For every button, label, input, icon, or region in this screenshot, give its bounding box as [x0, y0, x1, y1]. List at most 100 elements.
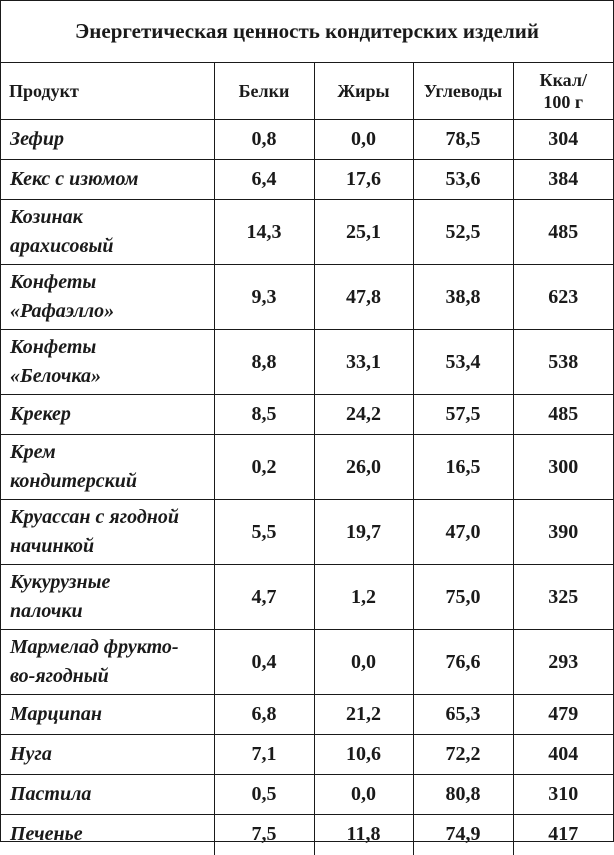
- product-name: Мармелад фрукто-во-ягодный: [1, 629, 215, 695]
- kcal-cell: 325: [512, 564, 613, 630]
- fat-cell: 47,8: [313, 264, 414, 330]
- product-name-line2: «Рафаэлло»: [10, 300, 115, 322]
- carbs-cell: 65,3: [412, 694, 514, 735]
- product-name-line2: начинкой: [10, 535, 95, 557]
- kcal-cell: 538: [512, 329, 613, 395]
- table-row: Зефир 0,8 0,0 78,5 304: [1, 119, 613, 160]
- kcal-cell: 310: [512, 774, 613, 815]
- kcal-cell: 485: [512, 394, 613, 435]
- fat-cell: 33,1: [313, 329, 414, 395]
- fat-cell: 0,0: [313, 774, 414, 815]
- protein-cell: 6,8: [213, 694, 315, 735]
- table-row: Крекер 8,5 24,2 57,5 485: [1, 394, 613, 435]
- fat-cell: 1,2: [313, 564, 414, 630]
- table-row: Крем кондитерский 0,2 26,0 16,5 300: [1, 434, 613, 500]
- fat-cell: 19,7: [313, 499, 414, 565]
- header-product: Продукт: [1, 63, 215, 120]
- protein-cell: 5,5: [213, 499, 315, 565]
- carbs-cell: 80,8: [412, 774, 514, 815]
- carbs-cell: 78,5: [412, 119, 514, 160]
- protein-cell: 0,5: [213, 774, 315, 815]
- product-name-line2: кондитерский: [10, 470, 137, 492]
- carbs-cell: 53,6: [412, 159, 514, 200]
- kcal-cell: 479: [512, 694, 613, 735]
- product-name-line2: «Белочка»: [10, 365, 101, 387]
- kcal-cell: 304: [512, 119, 613, 160]
- protein-cell: 0,8: [213, 119, 315, 160]
- product-name: Крем кондитерский: [1, 434, 215, 500]
- product-name: Кукурузные палочки: [1, 564, 215, 630]
- table-title: Энергетическая ценность кондитерских изд…: [1, 1, 613, 63]
- header-kcal: Ккал/100 г: [512, 63, 613, 120]
- header-kcal-line2: 100 г: [543, 92, 584, 112]
- table-row: Козинак арахисовый 14,3 25,1 52,5 485: [1, 199, 613, 265]
- carbs-cell: 72,2: [412, 734, 514, 775]
- header-protein: Белки: [213, 63, 315, 120]
- table-row: Мармелад фрукто-во-ягодный 0,4 0,0 76,6 …: [1, 629, 613, 695]
- table-row: Кукурузные палочки 4,7 1,2 75,0 325: [1, 564, 613, 630]
- protein-cell: 6,4: [213, 159, 315, 200]
- table-row: Пастила 0,5 0,0 80,8 310: [1, 774, 613, 815]
- fat-cell: 0,0: [313, 119, 414, 160]
- fat-cell: 11,8: [313, 814, 414, 855]
- carbs-cell: 16,5: [412, 434, 514, 500]
- protein-cell: 0,4: [213, 629, 315, 695]
- kcal-cell: 623: [512, 264, 613, 330]
- header-fat: Жиры: [313, 63, 414, 120]
- protein-cell: 7,1: [213, 734, 315, 775]
- product-name-line2: палочки: [10, 600, 83, 622]
- table-row: Нуга 7,1 10,6 72,2 404: [1, 734, 613, 775]
- carbs-cell: 38,8: [412, 264, 514, 330]
- protein-cell: 8,8: [213, 329, 315, 395]
- product-name: Крекер: [1, 394, 215, 435]
- carbs-cell: 76,6: [412, 629, 514, 695]
- kcal-cell: 404: [512, 734, 613, 775]
- kcal-cell: 293: [512, 629, 613, 695]
- product-name: Кекс с изюмом: [1, 159, 215, 200]
- product-name: Конфеты «Белочка»: [1, 329, 215, 395]
- table-row: Конфеты «Рафаэлло» 9,3 47,8 38,8 623: [1, 264, 613, 330]
- product-name: Конфеты «Рафаэлло»: [1, 264, 215, 330]
- table-row: Марципан 6,8 21,2 65,3 479: [1, 694, 613, 735]
- fat-cell: 0,0: [313, 629, 414, 695]
- product-name-line1: Козинак: [10, 206, 83, 228]
- product-name: Зефир: [1, 119, 215, 160]
- nutrition-table: Продукт Белки Жиры Углеводы Ккал/100 г З…: [1, 63, 613, 855]
- product-name: Козинак арахисовый: [1, 199, 215, 265]
- protein-cell: 14,3: [213, 199, 315, 265]
- protein-cell: 9,3: [213, 264, 315, 330]
- carbs-cell: 74,9: [412, 814, 514, 855]
- table-row: Конфеты «Белочка» 8,8 33,1 53,4 538: [1, 329, 613, 395]
- fat-cell: 24,2: [313, 394, 414, 435]
- carbs-cell: 53,4: [412, 329, 514, 395]
- fat-cell: 10,6: [313, 734, 414, 775]
- protein-cell: 0,2: [213, 434, 315, 500]
- table-row: Кекс с изюмом 6,4 17,6 53,6 384: [1, 159, 613, 200]
- kcal-cell: 384: [512, 159, 613, 200]
- product-name-line1: Круассан с ягодной: [10, 506, 179, 528]
- product-name-line1: Конфеты: [10, 271, 97, 293]
- product-name: Печенье: [1, 814, 215, 855]
- fat-cell: 17,6: [313, 159, 414, 200]
- product-name: Пастила: [1, 774, 215, 815]
- carbs-cell: 57,5: [412, 394, 514, 435]
- fat-cell: 26,0: [313, 434, 414, 500]
- protein-cell: 4,7: [213, 564, 315, 630]
- product-name-line1: Кукурузные: [10, 571, 111, 593]
- protein-cell: 7,5: [213, 814, 315, 855]
- product-name-line1: Конфеты: [10, 336, 97, 358]
- kcal-cell: 417: [512, 814, 613, 855]
- header-carbs: Углеводы: [412, 63, 514, 120]
- product-name-line2: во-ягодный: [10, 665, 109, 687]
- carbs-cell: 52,5: [412, 199, 514, 265]
- header-kcal-line1: Ккал/: [539, 70, 587, 90]
- kcal-cell: 485: [512, 199, 613, 265]
- product-name: Круассан с ягодной начинкой: [1, 499, 215, 565]
- table-row: Круассан с ягодной начинкой 5,5 19,7 47,0…: [1, 499, 613, 565]
- fat-cell: 21,2: [313, 694, 414, 735]
- product-name: Марципан: [1, 694, 215, 735]
- carbs-cell: 47,0: [412, 499, 514, 565]
- header-row: Продукт Белки Жиры Углеводы Ккал/100 г: [1, 63, 613, 120]
- carbs-cell: 75,0: [412, 564, 514, 630]
